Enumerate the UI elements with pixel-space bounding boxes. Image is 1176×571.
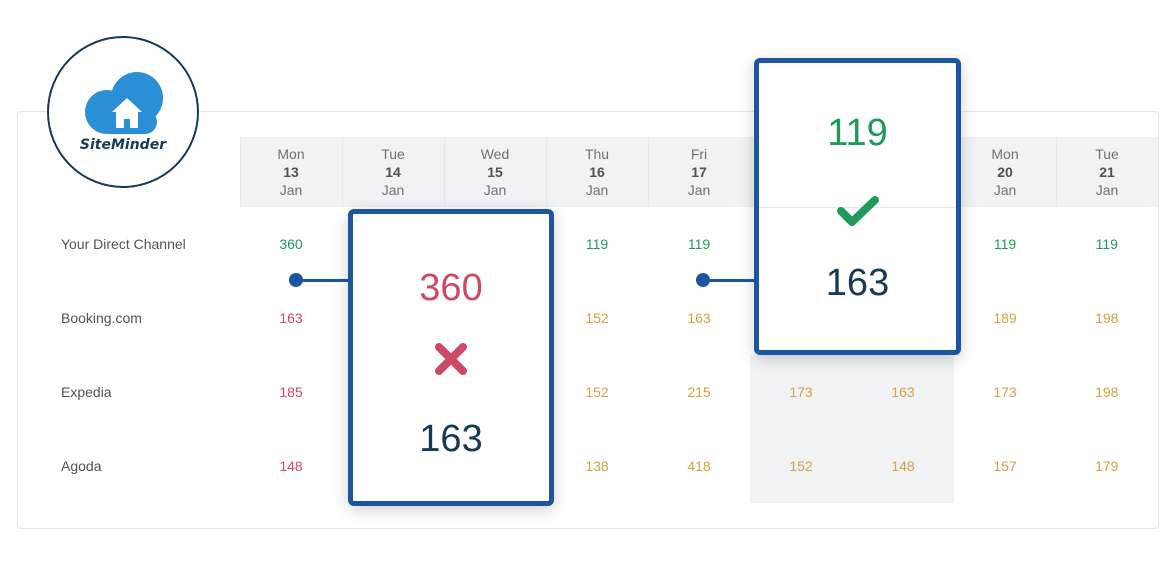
connector-line	[296, 279, 351, 282]
rate-cell: 138	[585, 458, 609, 474]
rate-cell: 148	[279, 458, 303, 474]
table-row: Expedia 185 152 215 173 163 173 198	[48, 355, 1158, 429]
channel-name: Agoda	[61, 458, 102, 474]
direct-rate-value: 360	[419, 267, 483, 309]
rate-comparison-table: Mon 13 Jan Tue 14 Jan Wed 15 Jan Thu 16 Jan Fri 1…	[48, 137, 1158, 503]
siteminder-logo: SiteMinder	[47, 36, 199, 188]
rate-cell: 152	[585, 384, 609, 400]
date-header: Thu 16 Jan	[545, 137, 648, 207]
date-header-row: Mon 13 Jan Tue 14 Jan Wed 15 Jan Thu 16 Jan Fri 1…	[48, 137, 1158, 207]
date-header: Tue 14 Jan	[341, 137, 444, 207]
table-row: Agoda 148 138 418 152 148 157 179	[48, 429, 1158, 503]
rate-cell: 185	[279, 384, 303, 400]
rate-cell: 119	[993, 236, 1017, 252]
rate-cell: 198	[1095, 310, 1119, 326]
rate-parity-popup: 119 163	[754, 58, 961, 355]
rate-cell: 119	[687, 236, 711, 252]
rate-cell: 163	[852, 355, 954, 429]
rate-cell: 163	[687, 310, 711, 326]
cloud-house-icon	[85, 72, 163, 134]
ota-rate-value: 163	[419, 418, 483, 460]
brand-name: SiteMinder	[79, 137, 167, 153]
table-row: Booking.com 163 152 163 189 198	[48, 281, 1158, 355]
date-header: Mon 20 Jan	[953, 137, 1056, 207]
rate-cell: 215	[687, 384, 711, 400]
rate-cell: 157	[993, 458, 1017, 474]
rate-cell: 173	[750, 355, 852, 429]
rate-cell: 119	[1095, 236, 1118, 252]
check-icon	[836, 194, 880, 233]
rate-cell: 152	[585, 310, 609, 326]
rate-cell: 148	[852, 429, 954, 503]
date-header: Mon 13 Jan	[239, 137, 342, 207]
rate-cell: 418	[687, 458, 711, 474]
channel-name: Your Direct Channel	[61, 236, 186, 252]
rate-cell: 119	[585, 236, 609, 252]
direct-rate-value: 119	[827, 112, 888, 154]
connector-line	[703, 279, 758, 282]
ota-rate-value: 163	[825, 262, 890, 304]
rate-cell: 173	[993, 384, 1017, 400]
date-header: Fri 17 Jan	[647, 137, 750, 207]
date-header: Tue 21 Jan	[1055, 137, 1158, 207]
rate-cell: 360	[279, 236, 303, 252]
table-row: Your Direct Channel 360 119 119 119 119	[48, 207, 1158, 281]
cross-icon	[433, 341, 469, 382]
channel-name: Booking.com	[61, 310, 142, 326]
rate-cell: 179	[1095, 458, 1119, 474]
rate-disparity-popup: 360 163	[348, 209, 554, 506]
rate-cell: 163	[279, 310, 303, 326]
rate-cell: 152	[750, 429, 852, 503]
channel-name: Expedia	[61, 384, 112, 400]
rate-cell: 198	[1095, 384, 1119, 400]
popup-divider	[759, 207, 956, 208]
rate-cell: 189	[993, 310, 1017, 326]
date-header: Wed 15 Jan	[443, 137, 546, 207]
